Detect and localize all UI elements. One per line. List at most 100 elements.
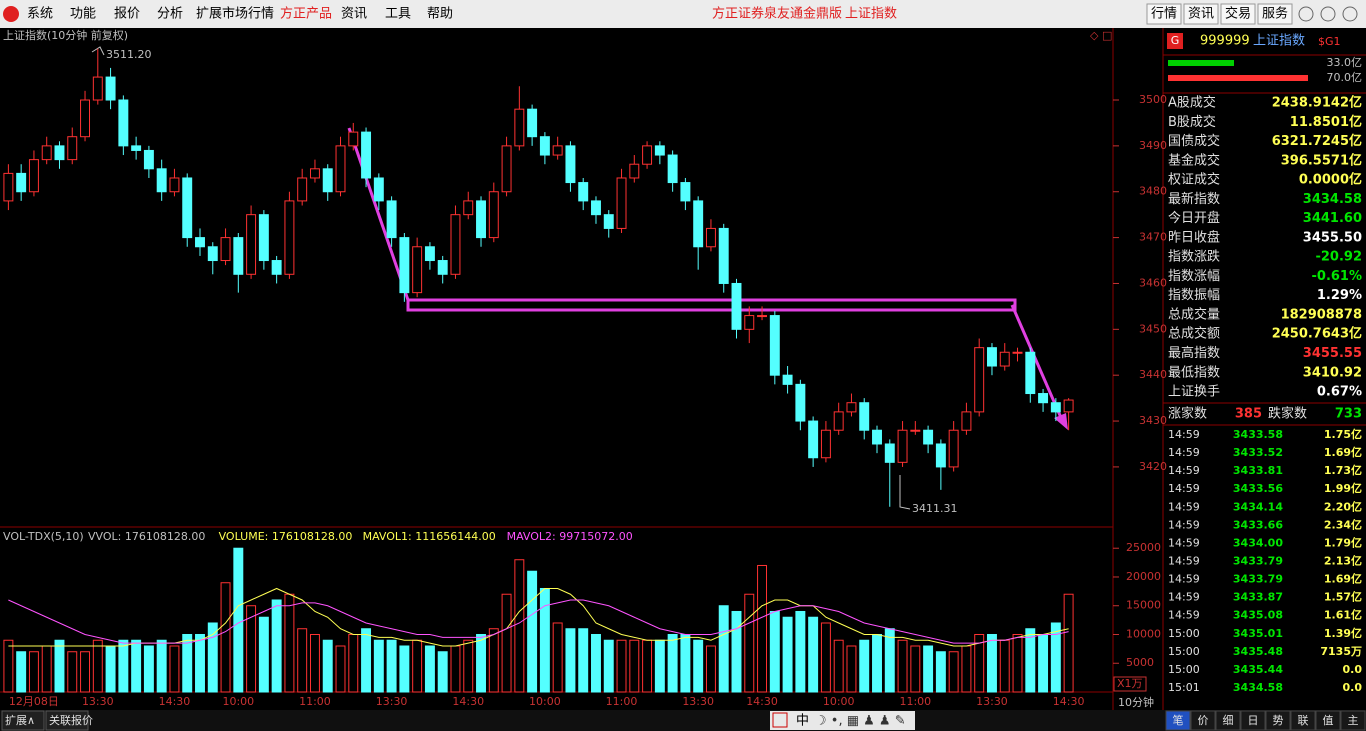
side-tab[interactable] [1315, 710, 1341, 731]
stat-value: -20.92 [1315, 250, 1362, 265]
volume-bar [654, 639, 665, 693]
x-tick-label: 14:30 [746, 695, 778, 708]
menu-item[interactable]: 方正产品 [280, 6, 332, 22]
x-tick-label: 11:00 [899, 695, 931, 708]
side-tab[interactable] [1265, 710, 1291, 731]
menu-item[interactable]: 扩展市场行情 [196, 6, 274, 22]
volume-bar [169, 645, 180, 693]
volume-bar [156, 639, 167, 693]
x-tick-label: 14:30 [159, 695, 191, 708]
tick-time: 15:00 [1168, 663, 1200, 676]
volume-bar [1038, 633, 1049, 693]
menu-button[interactable] [1257, 3, 1293, 25]
footer-tab[interactable] [1, 710, 45, 731]
volume-bar [476, 633, 486, 693]
toolbar [770, 711, 915, 730]
candle-body [948, 429, 959, 468]
tick-price: 3433.52 [1233, 446, 1283, 459]
volume-bar [322, 639, 333, 693]
menu-item[interactable]: 资讯 [341, 7, 367, 22]
y-tick-label: 3460 [1139, 276, 1167, 289]
side-tab[interactable] [1340, 710, 1366, 731]
menu-button[interactable] [1183, 3, 1219, 25]
candle-body [195, 237, 205, 248]
tick-volume: 2.13亿 [1324, 553, 1362, 567]
volume-bar [782, 616, 793, 693]
stat-value: 0.67% [1317, 385, 1362, 400]
side-tab[interactable] [1190, 710, 1216, 731]
volume-bar [284, 593, 295, 693]
menu-button[interactable] [1146, 3, 1182, 25]
tick-volume: 1.75亿 [1324, 427, 1362, 441]
min-button[interactable] [1298, 6, 1314, 22]
volume-legend: MAVOL1: 111656144.00 [363, 530, 496, 543]
max-button[interactable] [1320, 6, 1336, 22]
menu-item[interactable]: 工具 [385, 7, 411, 22]
candle-body [67, 136, 78, 161]
candle-body [361, 131, 372, 179]
close-button[interactable] [1342, 6, 1358, 22]
tick-time: 15:01 [1168, 681, 1200, 694]
menu-item[interactable]: 帮助 [427, 7, 453, 22]
drawn-line [347, 127, 410, 301]
volume-legend: VVOL: 176108128.00 [88, 530, 205, 543]
flow-bar [1168, 60, 1234, 66]
volume-bar [399, 645, 410, 693]
candle-body [565, 145, 576, 184]
candle-body [476, 200, 486, 239]
stat-value: 3434.58 [1303, 192, 1362, 207]
chart-icons[interactable]: ◇ □ [1090, 29, 1112, 42]
app-title: 方正证券泉友通金鼎版 [712, 6, 842, 22]
side-tab[interactable] [1290, 710, 1316, 731]
candle-body [386, 200, 397, 239]
y-tick-label: 20000 [1126, 570, 1161, 583]
tick-volume: 1.57亿 [1324, 590, 1362, 604]
menu-button-label: 交易 [1225, 6, 1251, 22]
stat-value: 396.5571亿 [1281, 152, 1362, 168]
tick-time: 14:59 [1168, 518, 1200, 531]
candle-body [1012, 351, 1023, 354]
volume-bar [335, 645, 346, 693]
candle-body [744, 315, 755, 330]
volume-bar [757, 564, 768, 693]
y-tick-label: 10000 [1126, 627, 1161, 640]
breadth-label: 涨家数 [1168, 406, 1207, 422]
volume-legend: VOLUME: 176108128.00 [219, 530, 353, 543]
volume-bar [412, 639, 423, 693]
volume-bar [233, 547, 244, 693]
tool-icons[interactable]: ☽ •, ▦ ♟ ♟ ✎ [815, 714, 906, 729]
menu-item[interactable]: 分析 [157, 7, 183, 22]
menu-item[interactable]: 报价 [114, 7, 140, 22]
tool-icon[interactable] [772, 712, 788, 728]
stat-value: 3455.50 [1303, 230, 1362, 245]
tool-lang[interactable]: 中 [796, 714, 809, 729]
volume-bar [552, 622, 563, 693]
tick-time: 14:59 [1168, 554, 1200, 567]
menu-button[interactable] [1220, 3, 1256, 25]
volume-bar [67, 651, 78, 693]
side-tab[interactable] [1215, 710, 1241, 731]
stat-label: 最新指数 [1168, 191, 1220, 207]
flow-label: 70.0亿 [1327, 71, 1363, 84]
volume-bar [54, 639, 65, 693]
menu-item[interactable]: 系统 [27, 7, 53, 22]
side-tab[interactable] [1165, 710, 1191, 731]
volume-bar [910, 645, 921, 693]
candle-body [28, 159, 39, 193]
menu-item[interactable]: 功能 [70, 7, 96, 22]
candle-body [603, 214, 614, 229]
tick-price: 3435.01 [1233, 627, 1283, 640]
footer-tab[interactable] [45, 710, 89, 731]
badge: G [1171, 34, 1180, 47]
flow-label: 33.0亿 [1327, 56, 1363, 69]
tick-time: 14:59 [1168, 573, 1200, 586]
stat-label: 今日开盘 [1168, 210, 1220, 226]
volume-bar [41, 645, 52, 693]
volume-bar [859, 639, 870, 693]
side-tab[interactable] [1240, 710, 1266, 731]
volume-bar [693, 639, 704, 693]
volume-bar [92, 639, 103, 693]
volume-bar [872, 633, 882, 693]
candle-body [616, 177, 627, 229]
